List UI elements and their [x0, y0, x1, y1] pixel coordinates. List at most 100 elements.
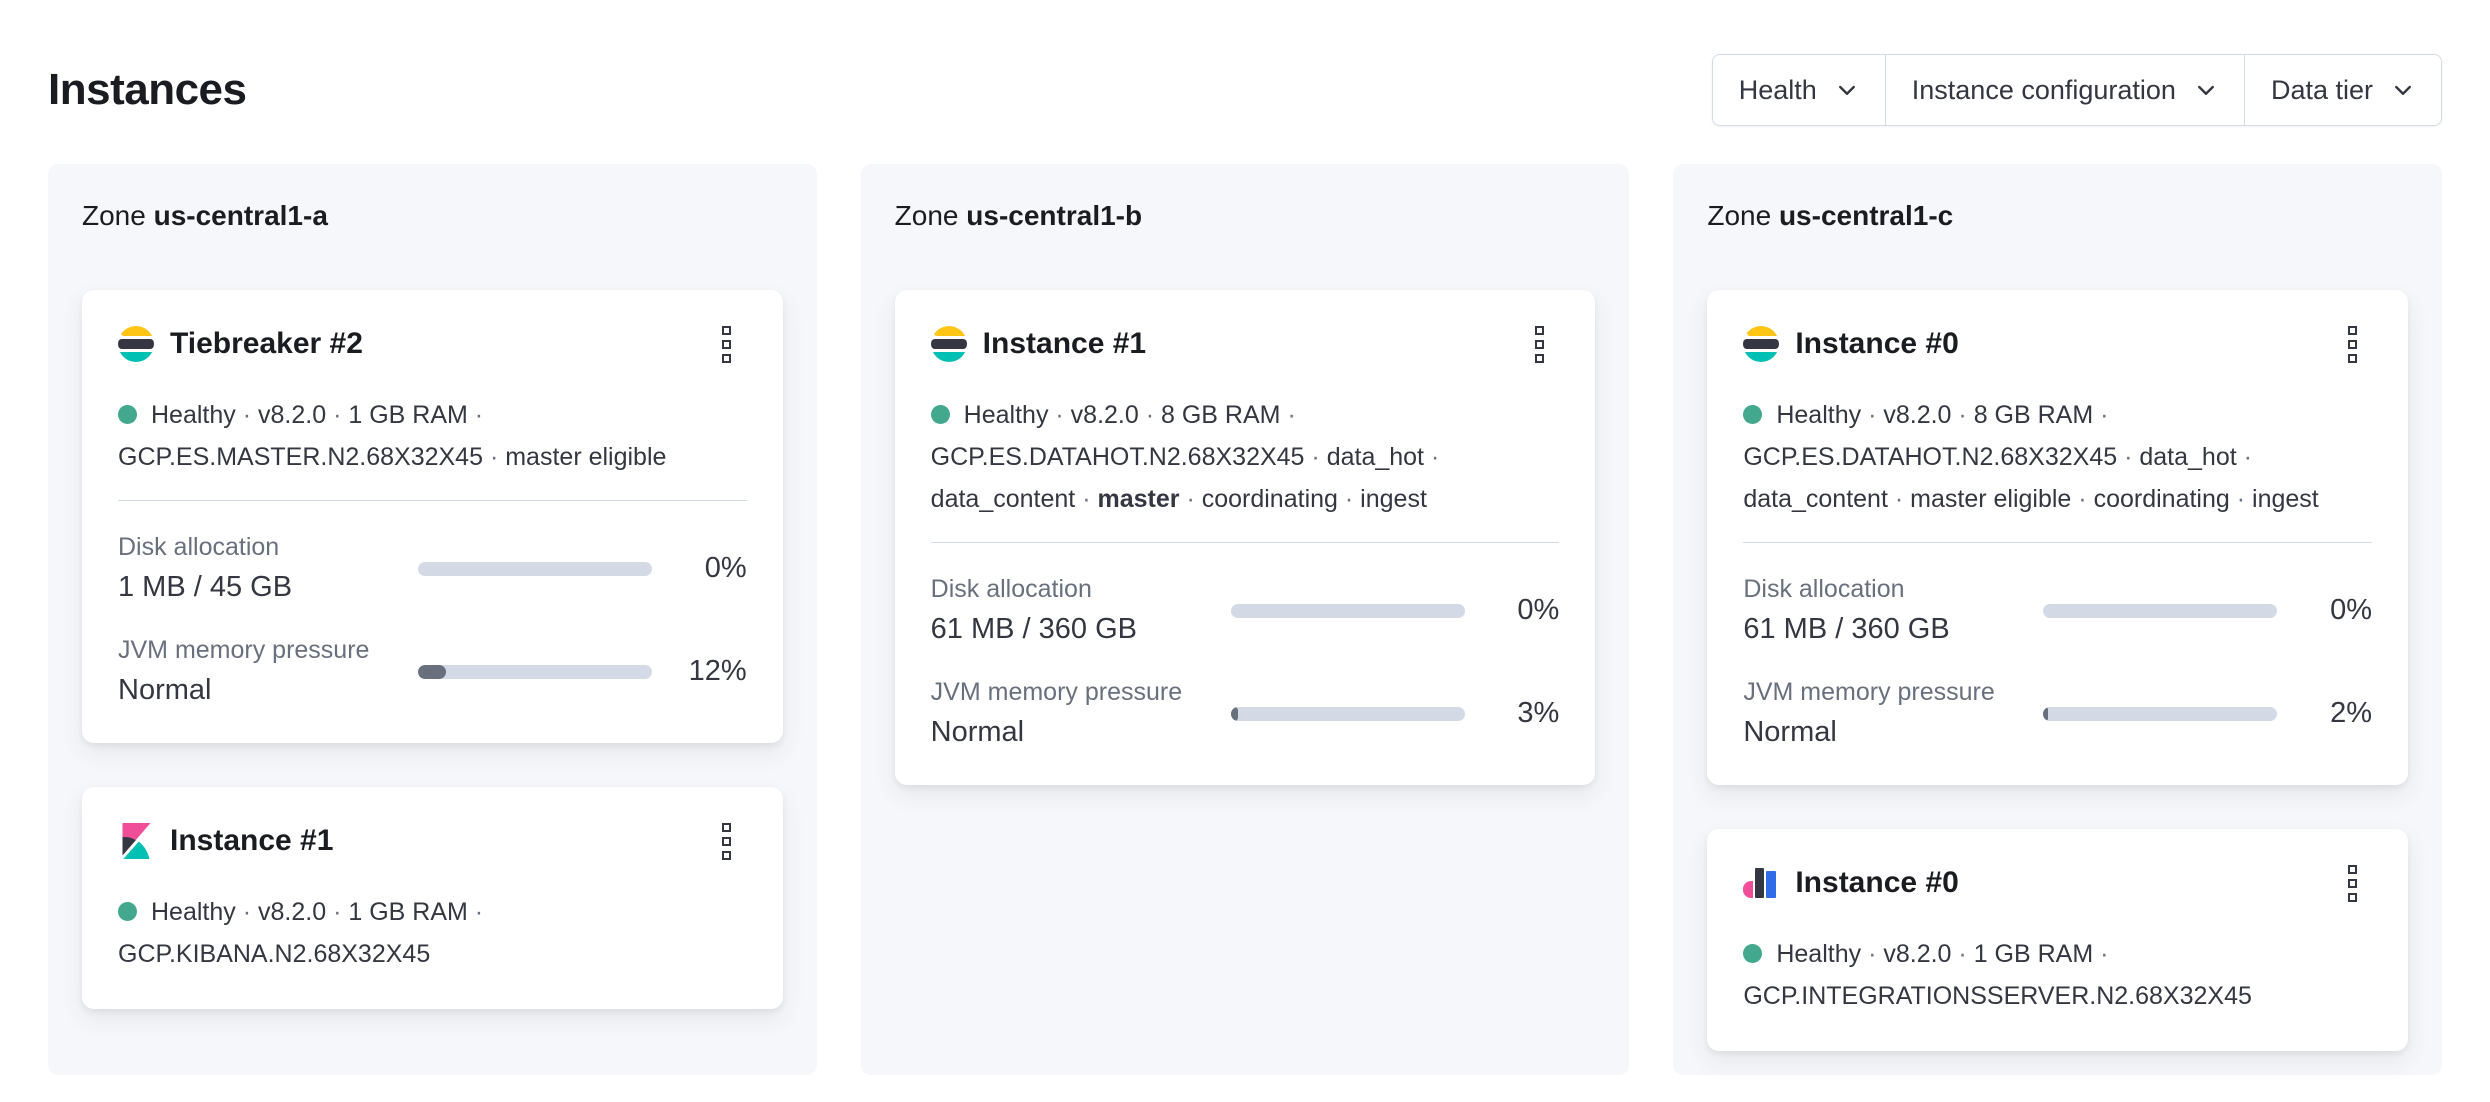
- instance-meta: Healthy · v8.2.0 · 8 GB RAM · GCP.ES.DAT…: [930, 394, 1560, 520]
- instance-card: Instance #1 Healthy · v8.2.0 · 8 GB RAM …: [894, 290, 1596, 785]
- meta-segment: ingest: [1360, 485, 1427, 513]
- meta-separator-dot: ·: [333, 898, 342, 926]
- meta-segment: Healthy: [151, 898, 236, 926]
- instance-menu-button[interactable]: [1519, 320, 1559, 368]
- meta-segment: 1 GB RAM: [348, 898, 468, 926]
- meta-separator-dot: ·: [1958, 401, 1967, 429]
- filter-button-label: Health: [1738, 74, 1817, 105]
- instance-meta: Healthy · v8.2.0 · 8 GB RAM · GCP.ES.DAT…: [1743, 394, 2372, 520]
- zone-name: us-central1-c: [1778, 200, 1954, 231]
- zone-title: Zone us-central1-a: [82, 198, 783, 234]
- metric-area: Disk allocation 1 MB / 45 GB 0% JVM memo…: [118, 500, 747, 709]
- metric-value: Normal: [930, 716, 1025, 748]
- meta-segment: v8.2.0: [258, 898, 327, 926]
- instance-title: Instance #1: [982, 327, 1147, 360]
- progress-bar: [2043, 706, 2278, 721]
- metric-info: Disk allocation 61 MB / 360 GB: [1743, 573, 2043, 648]
- zone-panel: Zone us-central1-c Instance #0 Healthy ·…: [1673, 164, 2443, 1075]
- meta-separator-dot: ·: [1430, 443, 1440, 471]
- meta-separator-dot: ·: [1145, 401, 1155, 429]
- metrics: Disk allocation 61 MB / 360 GB 0% JVM me…: [1743, 573, 2372, 751]
- instance-meta: Healthy · v8.2.0 · 1 GB RAM · GCP.KIBANA…: [118, 891, 747, 975]
- zone-name: us-central1-a: [153, 200, 328, 231]
- filter-button-health[interactable]: Health: [1712, 55, 1885, 125]
- meta-segment: 1 GB RAM: [1973, 940, 2094, 968]
- zone-panel: Zone us-central1-b Instance #1 Healthy ·…: [860, 164, 1630, 1075]
- instance-card: Instance #0 Healthy · v8.2.0 · 1 GB RAM …: [1707, 829, 2409, 1051]
- progress-bar: [418, 561, 652, 576]
- instance-card-header: Instance #0: [1743, 859, 2372, 907]
- page-title: Instances: [48, 65, 247, 114]
- meta-segment: GCP.KIBANA.N2.68X32X45: [118, 940, 431, 968]
- instance-menu-button[interactable]: [2332, 320, 2372, 368]
- instance-title: Tiebreaker #2: [170, 327, 363, 360]
- meta-segment: 8 GB RAM: [1161, 401, 1281, 429]
- meta-segment: GCP.ES.DATAHOT.N2.68X32X45: [930, 443, 1305, 471]
- card-divider: [930, 542, 1560, 543]
- meta-segment: coordinating: [1201, 485, 1338, 513]
- meta-segment: data_content: [930, 485, 1076, 513]
- meta-segment: v8.2.0: [1883, 940, 1952, 968]
- meta-separator-dot: ·: [1894, 485, 1904, 513]
- metric-area: Disk allocation 61 MB / 360 GB 0% JVM me…: [1743, 542, 2373, 751]
- meta-segment: v8.2.0: [1070, 401, 1139, 429]
- metric-value: 61 MB / 360 GB: [1743, 613, 1950, 645]
- filter-button-label: Instance configuration: [1911, 74, 2176, 105]
- instance-card-header: Tiebreaker #2: [118, 320, 747, 368]
- meta-separator-dot: ·: [2100, 940, 2109, 968]
- instance-title: Instance #0: [1795, 866, 1959, 899]
- chevron-down-icon: [1835, 78, 1859, 102]
- meta-segment: v8.2.0: [1883, 401, 1952, 429]
- meta-separator-dot: ·: [1287, 401, 1296, 429]
- zone-cards: Instance #1 Healthy · v8.2.0 · 8 GB RAM …: [894, 290, 1596, 785]
- filter-button-instance-configuration[interactable]: Instance configuration: [1884, 55, 2244, 125]
- instance-meta-text: Healthy · v8.2.0 · 8 GB RAM · GCP.ES.DAT…: [1743, 401, 2318, 513]
- instance-meta-text: Healthy · v8.2.0 · 1 GB RAM · GCP.KIBANA…: [118, 898, 483, 968]
- instance-meta: Healthy · v8.2.0 · 1 GB RAM · GCP.ES.MAS…: [118, 394, 747, 478]
- metric-value: 61 MB / 360 GB: [930, 613, 1137, 645]
- chevron-down-icon: [2391, 78, 2415, 102]
- progress-bar-fill: [418, 664, 447, 679]
- meta-segment: Healthy: [963, 401, 1049, 429]
- instance-title: Instance #0: [1795, 327, 1959, 360]
- metric-row: Disk allocation 61 MB / 360 GB 0%: [931, 573, 1560, 648]
- metric-row: Disk allocation 61 MB / 360 GB 0%: [1743, 573, 2372, 648]
- meta-separator-dot: ·: [1082, 485, 1091, 513]
- meta-separator-dot: ·: [1186, 485, 1195, 513]
- zone-panel: Zone us-central1-a Tiebreaker #2 Healthy…: [48, 164, 817, 1075]
- kibana-logo-icon: [118, 823, 154, 859]
- health-dot-icon: [118, 902, 137, 921]
- instance-menu-button[interactable]: [707, 320, 747, 368]
- instance-meta-text: Healthy · v8.2.0 · 8 GB RAM · GCP.ES.DAT…: [931, 401, 1440, 513]
- instance-card-header: Instance #0: [1743, 320, 2372, 368]
- metric-row: JVM memory pressure Normal 3%: [931, 676, 1560, 751]
- meta-segment: 8 GB RAM: [1973, 401, 2094, 429]
- metric-percent: 0%: [2330, 594, 2373, 626]
- zone-title: Zone us-central1-b: [895, 198, 1596, 234]
- zones-row: Zone us-central1-a Tiebreaker #2 Healthy…: [0, 164, 2490, 1075]
- metric-label: JVM memory pressure: [1743, 678, 1995, 706]
- metric-row: JVM memory pressure Normal 12%: [118, 634, 747, 709]
- meta-segment: master eligible: [505, 443, 667, 471]
- metric-label: JVM memory pressure: [930, 678, 1183, 706]
- meta-segment: Healthy: [1776, 401, 1862, 429]
- card-divider: [1743, 542, 2373, 543]
- filter-group: Health Instance configuration Data tier: [1711, 54, 2442, 126]
- metric-percent: 3%: [1517, 697, 1560, 729]
- filter-button-data-tier[interactable]: Data tier: [2243, 55, 2441, 125]
- progress-bar: [1230, 706, 1465, 721]
- meta-segment: 1 GB RAM: [348, 401, 468, 429]
- metric-percent: 0%: [1517, 594, 1560, 626]
- metric-info: JVM memory pressure Normal: [931, 676, 1231, 751]
- instance-menu-button[interactable]: [2332, 859, 2372, 907]
- metric-row: Disk allocation 1 MB / 45 GB 0%: [118, 531, 747, 606]
- progress-bar: [1230, 603, 1465, 618]
- zone-prefix: Zone: [894, 200, 959, 231]
- metric-label: JVM memory pressure: [118, 636, 370, 664]
- instance-menu-button[interactable]: [707, 817, 747, 865]
- progress-bar-fill: [2043, 706, 2049, 721]
- health-dot-icon: [1743, 405, 1763, 424]
- meta-separator-dot: ·: [333, 401, 342, 429]
- metric-row: JVM memory pressure Normal 2%: [1743, 676, 2372, 751]
- meta-separator-dot: ·: [1311, 443, 1320, 471]
